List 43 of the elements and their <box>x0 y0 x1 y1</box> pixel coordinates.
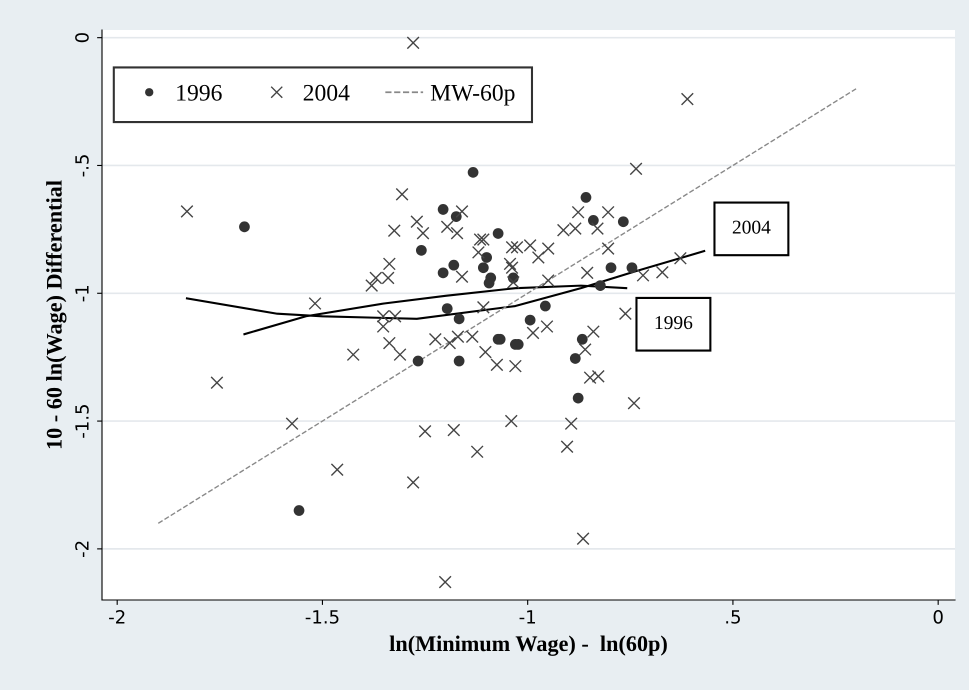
point <box>454 356 465 366</box>
point <box>294 505 304 516</box>
legend-label: 1996 <box>177 84 222 101</box>
point <box>484 278 494 288</box>
point <box>626 262 638 274</box>
x-tick-label: .5 <box>726 610 740 624</box>
point <box>442 303 453 314</box>
point <box>448 260 460 271</box>
x-axis-title: ln(Minimum Wage) - ln(60p) <box>390 636 667 656</box>
point <box>481 252 492 263</box>
x-tick-label: -2 <box>109 610 124 624</box>
point <box>606 262 616 274</box>
point <box>576 334 588 345</box>
x-tick-label: 0 <box>934 610 943 624</box>
legend-label: MW-60p <box>430 84 515 106</box>
point <box>416 244 427 256</box>
point <box>438 267 448 278</box>
y-tick-label: 0 <box>75 33 89 42</box>
point <box>492 228 504 239</box>
y-tick-label: -1 <box>75 286 89 302</box>
point <box>524 314 536 326</box>
point <box>468 166 478 178</box>
point <box>594 280 606 291</box>
point <box>588 215 599 226</box>
point <box>572 392 584 404</box>
y-tick-label: -.5 <box>75 155 89 176</box>
point <box>540 300 551 312</box>
point <box>570 353 581 364</box>
point <box>478 262 489 274</box>
annotation: 2004 <box>732 220 771 234</box>
point <box>580 192 592 203</box>
annotation: 1996 <box>656 316 692 330</box>
point <box>454 313 465 324</box>
x-tick-label: -1.5 <box>306 610 338 624</box>
point <box>239 221 250 232</box>
point <box>412 356 424 366</box>
x-tick-label: -1 <box>520 610 536 624</box>
legend-label: 2004 <box>304 84 350 101</box>
y-axis-title: 10 - 60 ln(Wage) Differential <box>46 180 66 448</box>
y-tick-label: -1.5 <box>75 405 89 438</box>
point <box>618 216 629 228</box>
y-tick-label: -2 <box>75 542 89 557</box>
point <box>438 204 448 215</box>
